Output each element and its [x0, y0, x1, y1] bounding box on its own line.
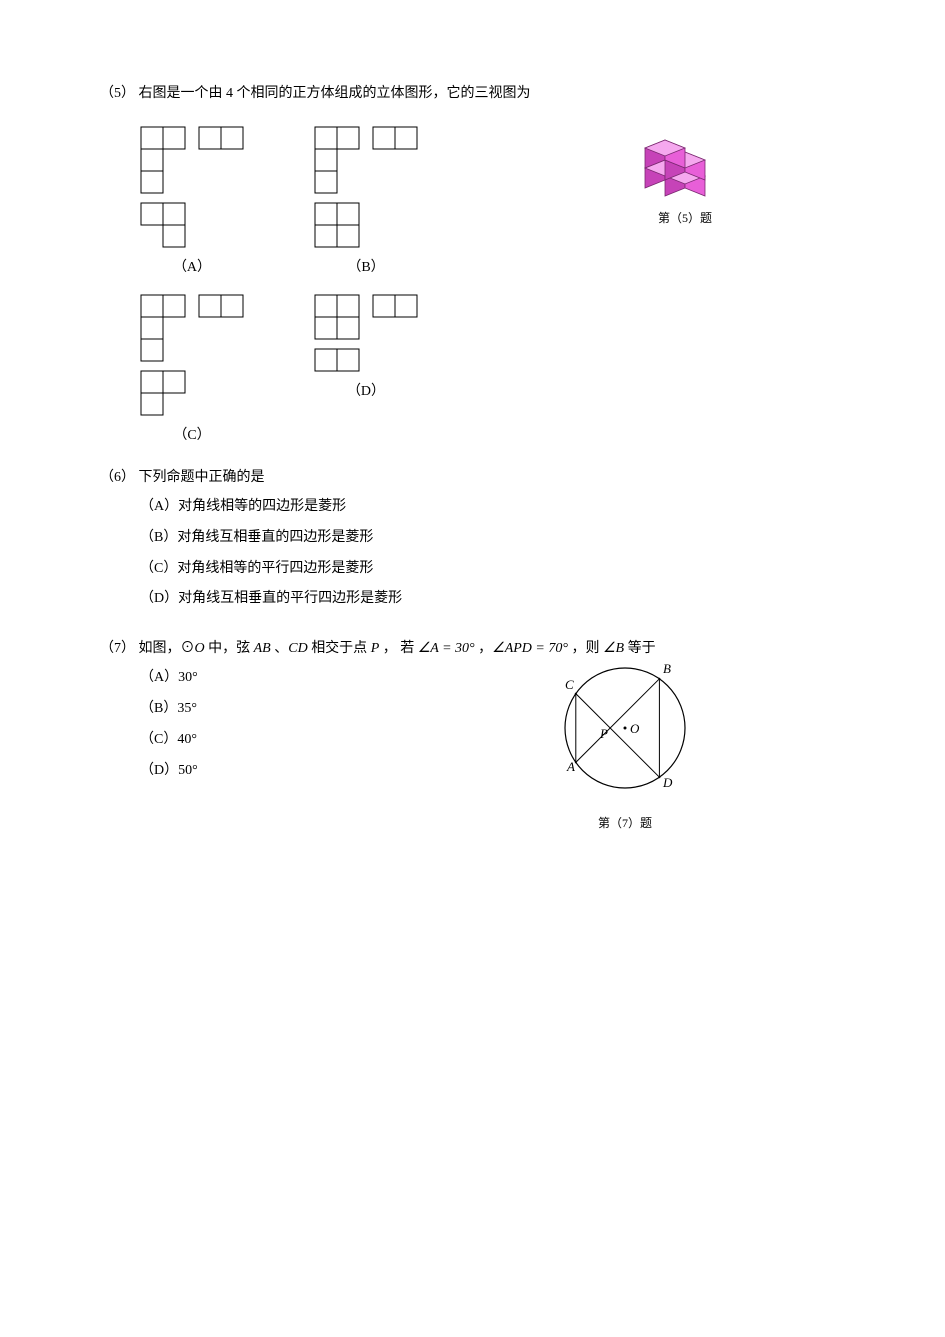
q5-a-fig1: [140, 126, 186, 194]
page-root: （5） 右图是一个由 4 个相同的正方体组成的立体图形，它的三视图为: [0, 0, 945, 886]
q6-opt-b: （B）对角线互相垂直的四边形是菱形: [140, 523, 845, 554]
q5-option-a: （A）: [140, 126, 244, 276]
q5-option-d: （D）: [314, 294, 418, 400]
q7-stem: （7） 如图，⊙O 中，弦 AB 、CD 相交于点 P ， 若 ∠A = 30°…: [100, 635, 845, 663]
q5-d-fig2: [372, 294, 418, 318]
q5-option-b: （B）: [314, 126, 418, 276]
q5-stem: （5） 右图是一个由 4 个相同的正方体组成的立体图形，它的三视图为: [100, 80, 845, 108]
q5-row-2: （C）: [140, 294, 845, 444]
q7-opt-b: （B）35°: [140, 694, 845, 725]
q7-mid2: 相交于点: [311, 641, 371, 656]
q5-d-label: （D）: [314, 380, 418, 400]
q7-prefix: 如图，⊙: [139, 641, 195, 656]
q7-number: （7）: [100, 641, 135, 656]
q7-mid1: 中，弦: [208, 641, 254, 656]
q7-circle-caption: 第（7）题: [545, 814, 705, 831]
q6-number: （6）: [100, 470, 135, 485]
q5-cube-caption: 第（5）题: [635, 209, 735, 226]
question-6: （6） 下列命题中正确的是 （A）对角线相等的四边形是菱形 （B）对角线互相垂直…: [100, 464, 845, 615]
q5-a-label: （A）: [140, 256, 244, 276]
q5-a-fig2: [198, 126, 244, 150]
q5-a-fig3: [140, 202, 186, 248]
q5-c-fig1: [140, 294, 186, 362]
q5-c-fig2: [198, 294, 244, 318]
q7-CD: CD: [288, 641, 307, 656]
q6-opt-d: （D）对角线互相垂直的平行四边形是菱形: [140, 584, 845, 615]
q7-sep2: ，: [478, 641, 492, 656]
q5-row-1: （A）: [140, 126, 845, 276]
q7-P: P: [371, 641, 380, 656]
q5-c-label: （C）: [140, 424, 244, 444]
q5-text: 右图是一个由 4 个相同的正方体组成的立体图形，它的三视图为: [139, 86, 531, 101]
q6-opt-a: （A）对角线相等的四边形是菱形: [140, 492, 845, 523]
svg-text:D: D: [662, 775, 673, 790]
q7-options: （A）30° （B）35° （C）40° （D）50°: [140, 663, 845, 786]
svg-text:A: A: [566, 759, 575, 774]
q7-sep1: 、: [274, 641, 288, 656]
q6-options: （A）对角线相等的四边形是菱形 （B）对角线互相垂直的四边形是菱形 （C）对角线…: [140, 492, 845, 615]
q7-opt-d: （D）50°: [140, 756, 845, 787]
svg-text:O: O: [630, 721, 640, 736]
svg-text:C: C: [565, 677, 574, 692]
svg-text:B: B: [663, 661, 671, 676]
q6-stem: （6） 下列命题中正确的是: [100, 464, 845, 492]
q5-b-fig3: [314, 202, 360, 248]
q5-b-fig2: [372, 126, 418, 150]
q6-text: 下列命题中正确的是: [139, 470, 265, 485]
cube-icon: [635, 110, 735, 198]
q6-opt-c: （C）对角线相等的平行四边形是菱形: [140, 554, 845, 585]
q7-opt-a: （A）30°: [140, 663, 845, 694]
q7-O: O: [195, 641, 205, 656]
q5-number: （5）: [100, 86, 135, 101]
q5-c-fig3: [140, 370, 186, 416]
svg-text:P: P: [599, 726, 608, 741]
q7-AB: AB: [254, 641, 271, 656]
q5-d-fig3: [314, 348, 360, 372]
q5-cube-figure: 第（5）题: [635, 110, 735, 226]
circle-icon: A B C D O P: [545, 653, 705, 803]
q5-d-fig1: [314, 294, 360, 340]
q5-option-c: （C）: [140, 294, 244, 444]
q7-opt-c: （C）40°: [140, 725, 845, 756]
question-7: （7） 如图，⊙O 中，弦 AB 、CD 相交于点 P ， 若 ∠A = 30°…: [100, 635, 845, 786]
q5-b-label: （B）: [314, 256, 418, 276]
question-5: （5） 右图是一个由 4 个相同的正方体组成的立体图形，它的三视图为: [100, 80, 845, 444]
q7-angleA: ∠A = 30°: [418, 641, 475, 656]
q5-b-fig1: [314, 126, 360, 194]
q7-mid3: ， 若: [383, 641, 418, 656]
q7-circle-figure: A B C D O P 第（7）题: [545, 653, 705, 831]
